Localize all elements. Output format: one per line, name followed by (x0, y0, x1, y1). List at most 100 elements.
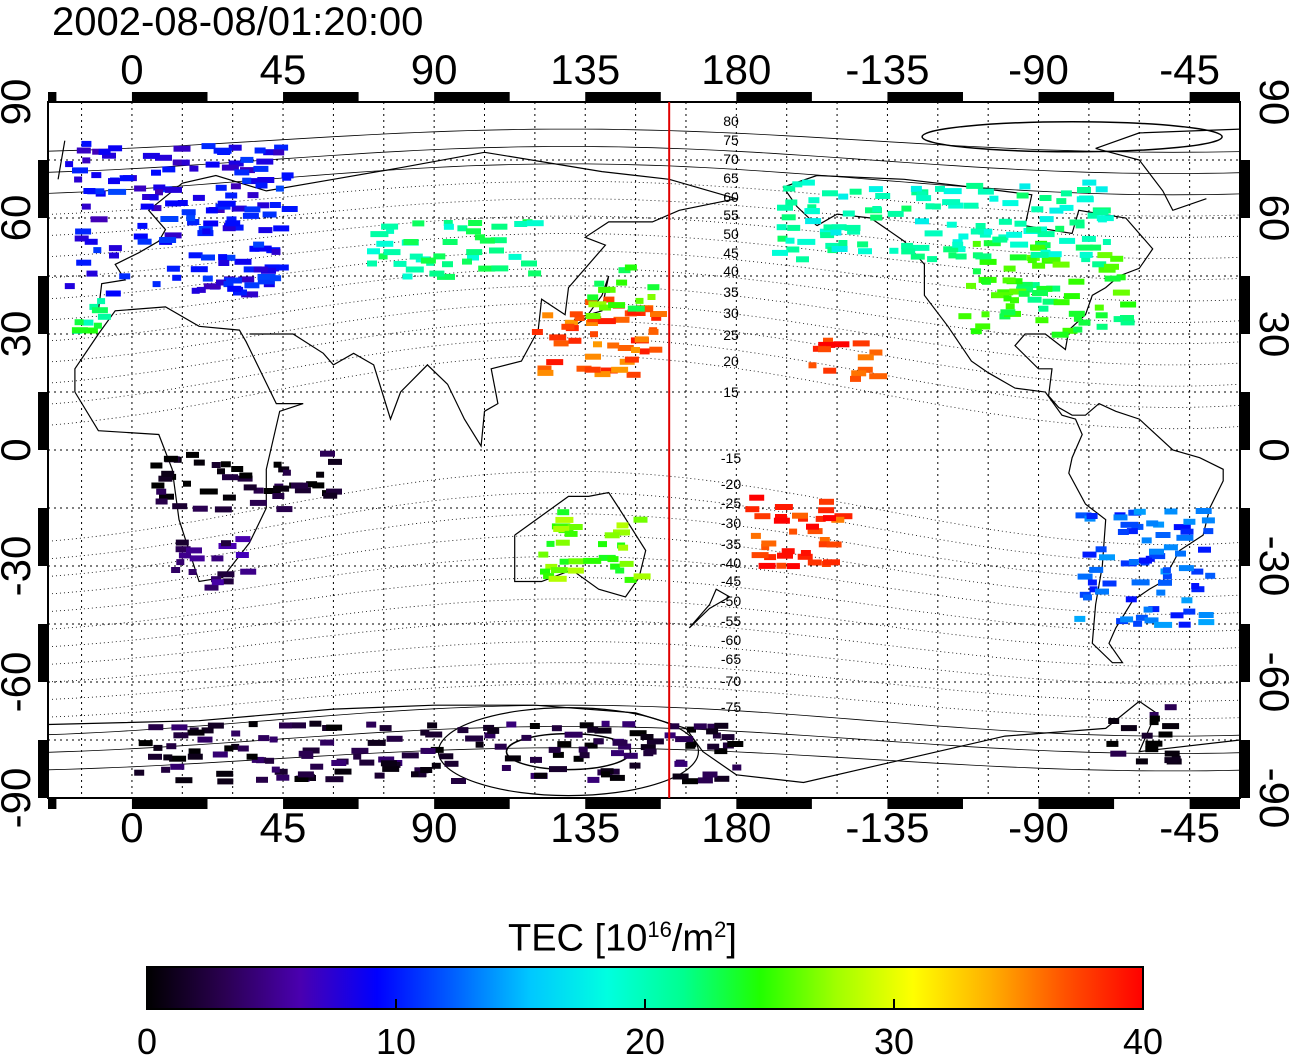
tec-cell (618, 267, 631, 274)
axis-bar-top (131, 92, 208, 102)
tec-cell (644, 748, 657, 755)
tec-cell (494, 743, 507, 750)
tec-cell (239, 472, 253, 479)
tec-cell (561, 323, 575, 330)
axis-bar-bottom (283, 799, 359, 809)
tec-cell (444, 760, 459, 767)
tec-cell (297, 771, 314, 778)
axis-bar-left (38, 392, 48, 450)
contour-label: -25 (721, 495, 741, 511)
tec-cell (257, 278, 275, 285)
tec-cell (490, 237, 507, 244)
contour-label: -20 (721, 476, 741, 492)
colorbar-title-unit: /m (671, 917, 715, 960)
tec-cell (916, 195, 932, 202)
tec-cell (789, 528, 798, 535)
tec-cell (215, 184, 227, 191)
tec-cell (1079, 195, 1094, 202)
tec-cell (119, 175, 134, 182)
tec-cell (140, 203, 154, 210)
tec-cell (822, 190, 838, 197)
tec-cell (818, 541, 830, 548)
tec-cell (826, 541, 842, 548)
tec-cell (1073, 326, 1083, 333)
tec-cell (910, 253, 925, 260)
tec-cell (1149, 548, 1164, 555)
tec-cell (618, 544, 629, 551)
tec-cell (707, 723, 717, 730)
tec-cell (405, 266, 424, 273)
tec-cell (651, 314, 662, 321)
tec-cell (870, 214, 883, 221)
tec-cell (264, 264, 280, 271)
tec-cell (93, 247, 102, 254)
tec-cell (155, 498, 168, 505)
tec-cell (172, 274, 182, 281)
colorbar-title-main: TEC [10 (508, 917, 648, 960)
contour-label: -60 (721, 632, 741, 648)
tec-cell (1090, 244, 1102, 251)
tec-cell (634, 336, 649, 343)
contour-label: 75 (723, 132, 739, 148)
tec-cell (607, 556, 619, 563)
tec-cell (451, 778, 466, 784)
tec-cell (622, 721, 636, 728)
tec-cell (635, 297, 644, 304)
tec-cell (608, 302, 626, 309)
tec-cell (1163, 544, 1178, 551)
contour-label: 30 (723, 305, 739, 321)
tec-cell (647, 284, 660, 291)
tec-cell (1162, 723, 1180, 730)
tec-cell (1149, 712, 1159, 718)
tec-cell (611, 750, 624, 757)
tec-cell (93, 322, 102, 329)
tec-region (171, 536, 257, 591)
tec-region (531, 296, 667, 378)
tec-cell (555, 516, 574, 523)
tec-cell (1030, 251, 1049, 258)
tec-cell (714, 722, 729, 729)
tec-cell (858, 248, 872, 255)
tec-cell (599, 304, 611, 311)
tec-cell (1059, 237, 1076, 244)
tec-cell (290, 722, 306, 729)
tec-cell (1043, 256, 1061, 263)
tec-cell (889, 247, 899, 254)
axis-bar-right (1240, 276, 1250, 334)
tec-cell (220, 461, 231, 468)
tec-cell (102, 152, 116, 159)
tec-cell (550, 567, 568, 574)
tec-cell (838, 240, 848, 246)
tec-cell (1125, 596, 1137, 603)
tec-cell (217, 778, 234, 785)
tec-cell (819, 228, 835, 235)
tec-cell (386, 227, 395, 234)
tec-cell (65, 161, 74, 168)
tec-cell (160, 216, 179, 222)
tec-cell (1036, 285, 1053, 292)
coastline (514, 491, 647, 598)
tec-cell (152, 281, 161, 288)
contour-line (47, 726, 1241, 754)
tec-cell (211, 579, 224, 586)
tec-cell (478, 265, 496, 272)
tec-cell (1141, 732, 1153, 739)
tec-cell (378, 756, 395, 763)
tec-cell (537, 369, 554, 376)
tec-cell (564, 731, 583, 738)
tec-cell (202, 228, 211, 235)
tec-cell (775, 514, 787, 520)
tec-cell (849, 188, 862, 195)
tec-cell (587, 316, 602, 323)
tec-cell (901, 248, 916, 255)
tec-cell (109, 252, 119, 259)
tec-cell (617, 345, 634, 351)
tec-cell (151, 482, 165, 489)
tec-cell (148, 724, 164, 731)
axis-bar-left (38, 740, 48, 798)
contour-line (47, 302, 1241, 366)
tec-cell (81, 203, 91, 210)
tec-cell (750, 532, 761, 539)
tec-cell (255, 182, 268, 189)
tec-cell (156, 488, 167, 495)
